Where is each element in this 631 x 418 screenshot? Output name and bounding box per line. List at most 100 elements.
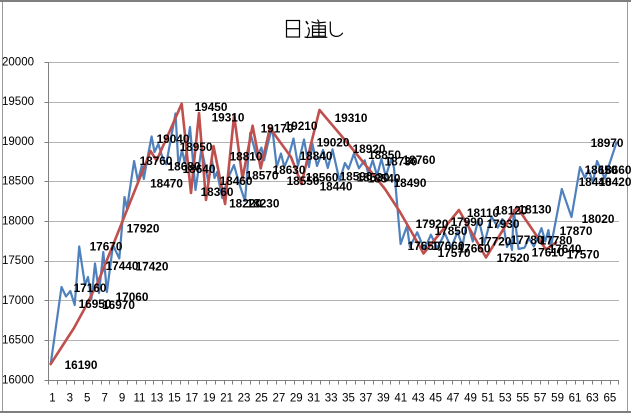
svg-text:18970: 18970	[591, 136, 624, 150]
svg-text:17420: 17420	[136, 260, 169, 274]
svg-text:43: 43	[412, 392, 425, 404]
svg-text:17850: 17850	[435, 224, 468, 238]
svg-text:11: 11	[134, 392, 146, 404]
svg-text:16000: 16000	[2, 374, 34, 386]
svg-text:17930: 17930	[487, 217, 520, 231]
svg-text:18540: 18540	[368, 172, 401, 186]
svg-text:17660: 17660	[458, 242, 491, 256]
svg-text:35: 35	[342, 392, 355, 404]
svg-text:17500: 17500	[2, 255, 34, 267]
svg-text:17660: 17660	[432, 239, 465, 253]
svg-text:20000: 20000	[2, 56, 34, 68]
svg-text:18530: 18530	[357, 171, 390, 185]
svg-text:18730: 18730	[385, 155, 418, 169]
svg-text:61: 61	[569, 392, 582, 404]
svg-text:55: 55	[516, 392, 529, 404]
svg-text:18470: 18470	[150, 177, 183, 191]
svg-text:53: 53	[499, 392, 512, 404]
svg-text:17780: 17780	[511, 233, 544, 247]
svg-text:19500: 19500	[2, 96, 34, 108]
svg-text:19170: 19170	[261, 122, 294, 136]
svg-text:18570: 18570	[246, 169, 279, 183]
svg-text:63: 63	[586, 392, 599, 404]
svg-text:17440: 17440	[106, 259, 139, 273]
svg-text:65: 65	[603, 392, 616, 404]
svg-text:19: 19	[203, 392, 216, 404]
svg-text:31: 31	[307, 392, 320, 404]
svg-text:23: 23	[238, 392, 251, 404]
svg-text:5: 5	[84, 392, 90, 404]
svg-text:17920: 17920	[416, 217, 449, 231]
svg-text:51: 51	[482, 392, 495, 404]
svg-text:7: 7	[101, 392, 107, 404]
svg-text:18950: 18950	[180, 140, 213, 154]
svg-text:41: 41	[394, 392, 407, 404]
svg-text:18420: 18420	[599, 175, 631, 189]
svg-text:17670: 17670	[90, 240, 123, 254]
svg-text:18920: 18920	[353, 142, 386, 156]
svg-text:16500: 16500	[2, 335, 34, 347]
svg-text:27: 27	[272, 392, 285, 404]
svg-text:1: 1	[49, 392, 55, 404]
svg-text:13: 13	[151, 392, 164, 404]
svg-text:29: 29	[290, 392, 303, 404]
svg-text:18460: 18460	[220, 174, 253, 188]
svg-text:37: 37	[360, 392, 373, 404]
svg-text:19210: 19210	[285, 119, 318, 133]
svg-text:17520: 17520	[497, 251, 530, 265]
svg-text:3: 3	[67, 392, 73, 404]
svg-text:18680: 18680	[168, 160, 201, 174]
svg-text:16190: 16190	[65, 358, 98, 372]
svg-text:16970: 16970	[102, 298, 135, 312]
svg-text:59: 59	[551, 392, 564, 404]
svg-text:45: 45	[429, 392, 442, 404]
svg-text:16950: 16950	[79, 297, 112, 311]
svg-text:39: 39	[377, 392, 390, 404]
svg-text:18590: 18590	[340, 170, 373, 184]
svg-text:19310: 19310	[335, 111, 368, 125]
svg-text:18660: 18660	[599, 163, 631, 177]
svg-text:21: 21	[220, 392, 233, 404]
svg-text:18110: 18110	[467, 206, 500, 220]
svg-text:17160: 17160	[74, 281, 107, 295]
svg-text:17990: 17990	[451, 215, 484, 229]
svg-text:19310: 19310	[212, 111, 245, 125]
svg-text:18840: 18840	[300, 149, 333, 163]
svg-text:18000: 18000	[2, 215, 34, 227]
svg-text:18760: 18760	[403, 153, 436, 167]
svg-text:17570: 17570	[567, 248, 600, 262]
svg-text:17650: 17650	[408, 239, 441, 253]
svg-text:19040: 19040	[157, 132, 190, 146]
svg-text:18220: 18220	[229, 197, 262, 211]
svg-text:19450: 19450	[195, 100, 228, 114]
svg-text:33: 33	[325, 392, 338, 404]
svg-text:18360: 18360	[201, 185, 234, 199]
svg-text:17720: 17720	[479, 235, 512, 249]
svg-text:17640: 17640	[549, 242, 582, 256]
svg-text:18500: 18500	[2, 176, 34, 188]
svg-text:49: 49	[464, 392, 477, 404]
svg-text:57: 57	[534, 392, 547, 404]
svg-text:18650: 18650	[585, 163, 618, 177]
svg-text:18640: 18640	[183, 162, 216, 176]
svg-text:18020: 18020	[582, 212, 615, 226]
svg-text:18630: 18630	[273, 163, 306, 177]
svg-text:18130: 18130	[519, 203, 552, 217]
svg-text:18850: 18850	[368, 148, 401, 162]
svg-text:17920: 17920	[127, 222, 160, 236]
svg-text:18440: 18440	[579, 175, 612, 189]
svg-text:15: 15	[168, 392, 181, 404]
svg-text:9: 9	[119, 392, 125, 404]
svg-text:18760: 18760	[140, 154, 173, 168]
svg-text:18560: 18560	[306, 171, 339, 185]
svg-text:17: 17	[185, 392, 198, 404]
svg-text:18440: 18440	[320, 180, 353, 194]
svg-text:47: 47	[447, 392, 460, 404]
svg-text:18490: 18490	[394, 176, 427, 190]
svg-text:18120: 18120	[495, 204, 528, 218]
svg-text:17570: 17570	[438, 246, 471, 260]
svg-text:19000: 19000	[2, 136, 34, 148]
svg-text:17060: 17060	[116, 290, 149, 304]
svg-text:18230: 18230	[247, 197, 280, 211]
svg-text:19020: 19020	[317, 136, 350, 150]
